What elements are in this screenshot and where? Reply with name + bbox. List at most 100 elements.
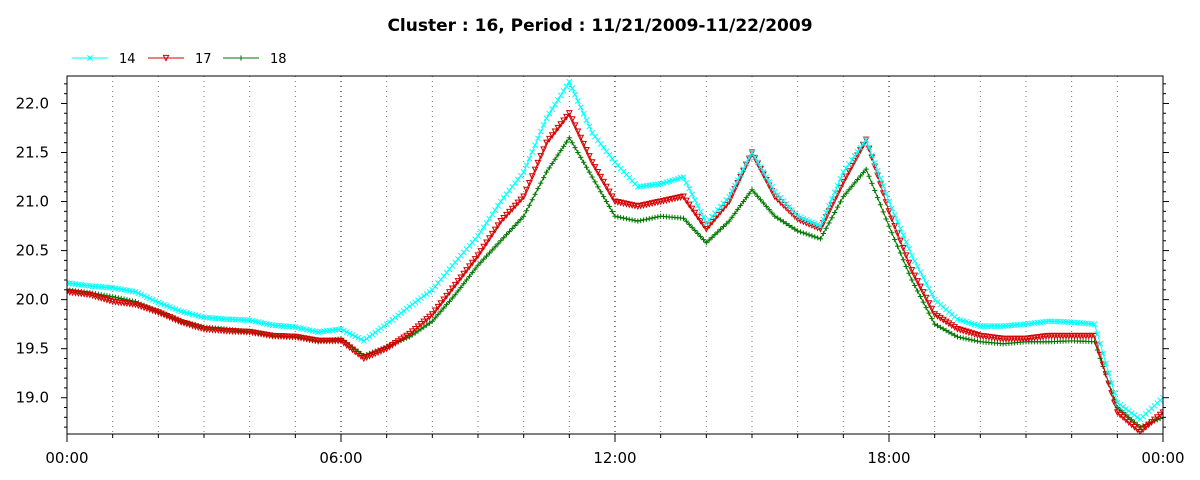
data-point-18: [632, 217, 638, 224]
data-point-17: [748, 149, 756, 157]
legend-label: 18: [270, 52, 287, 67]
data-point-14: [1122, 405, 1129, 412]
data-point-17: [605, 188, 613, 196]
data-point-17: [446, 289, 453, 296]
data-point-18: [900, 257, 906, 263]
data-point-17: [916, 283, 924, 291]
data-point-17: [503, 211, 510, 219]
data-point-14: [1117, 401, 1124, 408]
data-point-14: [406, 303, 413, 310]
data-point-18: [763, 203, 769, 209]
data-point-14: [569, 85, 576, 92]
data-point-18: [481, 256, 487, 262]
data-point-17: [885, 208, 893, 216]
data-point-18: [609, 208, 615, 214]
data-point-18: [832, 209, 838, 216]
data-point-14: [731, 182, 738, 189]
data-point-17: [685, 201, 693, 209]
data-point-18: [954, 334, 961, 340]
data-point-14: [586, 123, 593, 130]
data-point-14: [497, 198, 504, 205]
data-point-17: [397, 336, 405, 344]
data-point-17: [677, 194, 685, 201]
data-point-14: [891, 212, 898, 218]
data-point-17: [528, 173, 536, 181]
data-point-14: [152, 298, 159, 305]
data-point-18: [926, 310, 932, 316]
data-point-18: [952, 332, 958, 338]
data-point-14: [837, 175, 844, 182]
data-point-17: [520, 193, 528, 201]
series-14: [67, 78, 1163, 423]
data-point-17: [488, 230, 496, 238]
data-point-18: [718, 226, 724, 232]
data-point-17: [403, 332, 411, 340]
data-point-14: [1160, 394, 1163, 401]
data-point-14: [914, 263, 921, 270]
data-point-18: [889, 230, 895, 236]
data-point-18: [812, 234, 818, 240]
data-point-14: [340, 327, 347, 334]
legend-label: 14: [119, 52, 136, 67]
data-point-17: [1159, 409, 1163, 417]
data-point-17: [897, 237, 904, 245]
data-point-14: [831, 189, 838, 196]
data-point-17: [899, 245, 907, 252]
data-point-17: [517, 196, 525, 204]
data-point-18: [852, 180, 858, 186]
data-point-18: [498, 238, 504, 244]
data-point-14: [846, 161, 852, 167]
data-point-18: [478, 259, 484, 265]
data-point-14: [691, 197, 698, 204]
data-point-18: [552, 156, 558, 162]
data-point-14: [138, 291, 145, 298]
data-point-18: [897, 250, 904, 256]
data-point-17: [697, 217, 705, 225]
grid: [112, 76, 1118, 434]
data-point-17: [939, 316, 947, 324]
data-point-17: [417, 321, 425, 328]
data-point-18: [880, 209, 886, 215]
data-point-18: [1160, 414, 1163, 420]
data-point-18: [857, 173, 864, 179]
data-point-18: [715, 229, 721, 235]
data-point-17: [423, 316, 431, 323]
data-point-14: [908, 252, 915, 259]
data-point-17: [466, 263, 473, 271]
data-point-17: [945, 320, 953, 328]
data-point-14: [509, 183, 516, 190]
data-point-18: [863, 166, 869, 172]
legend-swatch-marker: [162, 54, 170, 62]
data-point-18: [874, 195, 881, 201]
chart-title: Cluster : 16, Period : 11/21/2009-11/22/…: [387, 16, 812, 36]
data-point-14: [515, 176, 521, 183]
data-point-14: [343, 329, 350, 335]
data-point-17: [680, 193, 687, 201]
data-point-17: [637, 202, 645, 210]
data-point-18: [483, 253, 490, 259]
data-point-18: [692, 227, 698, 234]
data-point-18: [866, 173, 872, 179]
y-tick-label: 21.5: [16, 144, 49, 162]
data-point-18: [946, 329, 952, 335]
data-point-18: [974, 338, 981, 344]
data-point-17: [497, 218, 505, 225]
data-point-18: [869, 180, 875, 186]
data-point-14: [423, 291, 430, 297]
data-point-18: [780, 219, 786, 225]
x-tick-label: 06:00: [319, 449, 362, 467]
data-point-17: [1156, 411, 1163, 419]
data-point-17: [1153, 414, 1161, 422]
data-point-14: [820, 216, 827, 223]
series-line-17: [67, 112, 1163, 433]
data-point-17: [600, 178, 607, 186]
data-point-17: [919, 289, 927, 296]
data-point-18: [452, 292, 458, 298]
data-point-14: [848, 157, 855, 163]
data-point-18: [555, 152, 561, 158]
data-point-17: [1111, 399, 1118, 407]
y-tick-label: 21.0: [16, 193, 49, 211]
data-point-14: [526, 155, 533, 162]
data-point-17: [523, 186, 530, 194]
